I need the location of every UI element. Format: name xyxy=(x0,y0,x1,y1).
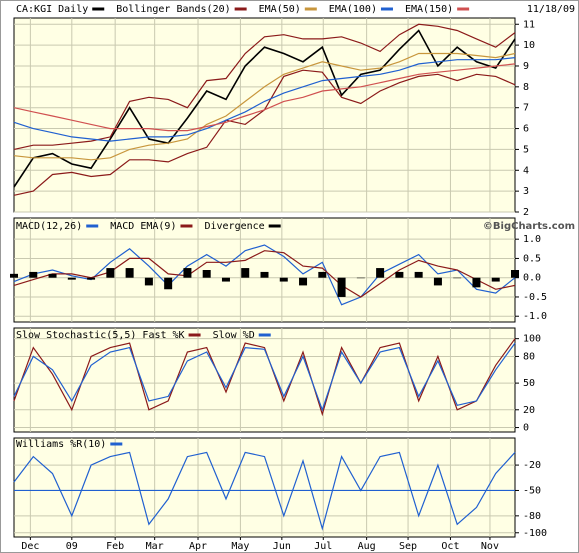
divergence-bar xyxy=(299,277,308,286)
y-tick-label: -100 xyxy=(523,528,547,539)
plot-area xyxy=(13,327,516,433)
plot-area xyxy=(13,217,516,323)
x-tick-label: Jun xyxy=(273,541,291,552)
y-tick-label: 3 xyxy=(523,186,529,197)
y-tick-label: 6 xyxy=(523,124,529,135)
y-tick-label: 2 xyxy=(523,207,529,218)
divergence-bar xyxy=(164,277,173,290)
y-tick-label: 7 xyxy=(523,103,529,114)
legend-label: CA:KGI Daily xyxy=(16,4,88,15)
divergence-bar xyxy=(318,271,327,278)
series-line xyxy=(13,342,516,412)
series-line xyxy=(13,29,516,188)
series-line xyxy=(13,63,516,132)
legend-label: MACD(12,26) xyxy=(16,221,82,232)
y-tick-label: -80 xyxy=(523,511,541,522)
y-tick-label: 20 xyxy=(523,405,535,416)
y-tick-label: -20 xyxy=(523,460,541,471)
divergence-bar xyxy=(356,277,365,279)
legend-label: EMA(50) xyxy=(259,4,301,15)
divergence-bar xyxy=(491,277,500,282)
y-tick-label: 50 xyxy=(523,378,535,389)
divergence-bar xyxy=(106,268,115,278)
divergence-bar xyxy=(337,277,346,297)
x-tick-label: Sep xyxy=(399,541,417,552)
y-tick-label: 9 xyxy=(523,61,529,72)
y-tick-label: -50 xyxy=(523,485,541,496)
x-tick-label: 09 xyxy=(66,541,78,552)
divergence-bar xyxy=(87,277,96,280)
series-line xyxy=(13,451,516,531)
y-tick-label: 80 xyxy=(523,351,535,362)
x-tick-label: Nov xyxy=(481,541,499,552)
x-tick-label: Feb xyxy=(106,541,124,552)
divergence-bar xyxy=(433,277,442,286)
series-line xyxy=(13,250,516,298)
divergence-bar xyxy=(260,271,269,278)
divergence-bar xyxy=(221,277,230,282)
legend-label: EMA(150) xyxy=(405,4,453,15)
series-line xyxy=(13,244,516,306)
x-tick-label: Jul xyxy=(314,541,332,552)
x-tick-label: Dec xyxy=(21,541,39,552)
y-tick-label: 1.0 xyxy=(523,234,541,245)
date-label: 11/18/09 xyxy=(527,4,575,15)
y-tick-label: -1.0 xyxy=(523,311,547,322)
legend-label: Divergence xyxy=(204,221,264,232)
series-line xyxy=(13,57,516,142)
x-tick-label: May xyxy=(231,541,249,552)
series-line xyxy=(13,52,516,161)
x-tick-label: Oct xyxy=(441,541,459,552)
x-tick-label: Apr xyxy=(189,541,207,552)
y-tick-label: 5 xyxy=(523,144,529,155)
y-tick-label: 10 xyxy=(523,40,535,51)
watermark: ©BigCharts.com xyxy=(483,221,575,232)
plot-area xyxy=(13,17,516,213)
divergence-bar xyxy=(511,270,519,278)
divergence-bar xyxy=(279,277,288,282)
divergence-bar xyxy=(10,273,18,278)
y-tick-label: 4 xyxy=(523,165,529,176)
divergence-bar xyxy=(29,271,38,278)
divergence-bar xyxy=(202,270,211,278)
plot-area xyxy=(13,437,516,538)
divergence-bar xyxy=(414,271,423,278)
divergence-bar xyxy=(395,271,404,278)
divergence-bar xyxy=(125,268,134,278)
divergence-bar xyxy=(453,277,462,279)
series-line xyxy=(13,338,516,417)
legend-label: Williams %R(10) xyxy=(16,439,106,450)
legend-label: Slow Stochastic(5,5) Fast %K xyxy=(16,330,185,341)
y-tick-label: 8 xyxy=(523,82,529,93)
y-tick-label: -0.5 xyxy=(523,292,547,303)
divergence-bar xyxy=(472,277,481,288)
x-tick-label: Aug xyxy=(358,541,376,552)
divergence-bar xyxy=(48,273,57,278)
y-tick-label: 0.5 xyxy=(523,253,541,264)
divergence-bar xyxy=(376,268,385,278)
y-tick-label: 11 xyxy=(523,19,535,30)
legend-label: EMA(100) xyxy=(329,4,377,15)
y-tick-label: 0 xyxy=(523,423,529,434)
legend-label: Slow %D xyxy=(213,330,255,341)
divergence-bar xyxy=(241,268,250,278)
y-tick-label: 0.0 xyxy=(523,273,541,284)
divergence-bar xyxy=(183,268,192,278)
legend-label: MACD EMA(9) xyxy=(110,221,176,232)
divergence-bar xyxy=(67,277,76,280)
divergence-bar xyxy=(144,277,153,286)
y-tick-label: 100 xyxy=(523,334,541,345)
legend-label: Bollinger Bands(20) xyxy=(116,4,230,15)
x-tick-label: Mar xyxy=(146,541,164,552)
